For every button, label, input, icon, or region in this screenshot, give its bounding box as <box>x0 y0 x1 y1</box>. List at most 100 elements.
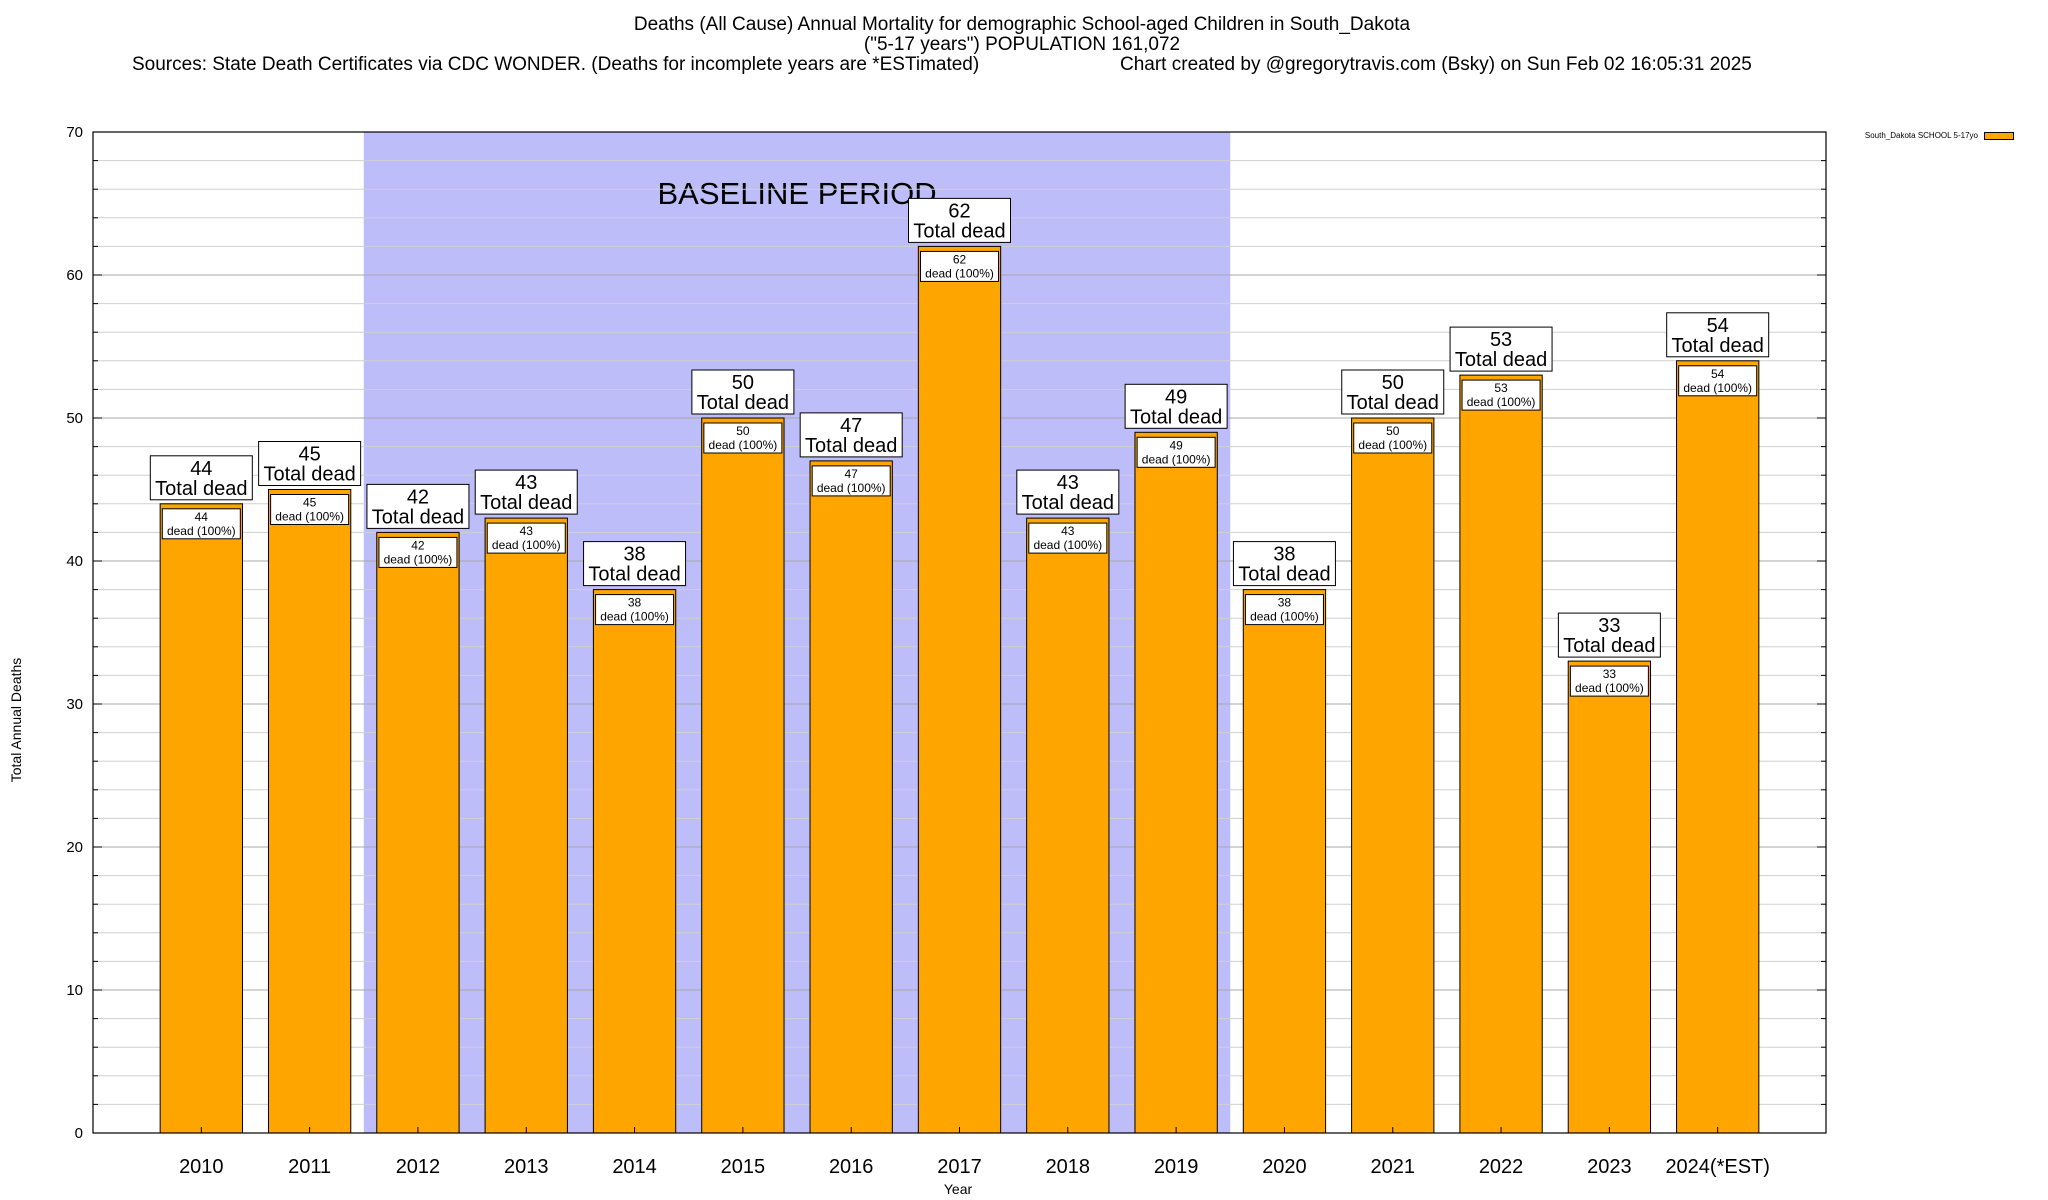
total-label-box <box>149 455 253 501</box>
bar <box>1459 374 1543 1134</box>
x-tick-label: 2017 <box>937 1156 982 1178</box>
inner-label-box <box>1569 665 1649 697</box>
x-tick-label: 2020 <box>1262 1156 1307 1178</box>
inner-percent-label: dead (100%) <box>1033 538 1102 552</box>
total-dead-label: Total dead <box>1347 392 1439 414</box>
total-value-label: 50 <box>1382 372 1404 394</box>
total-label-box <box>366 483 470 529</box>
total-value-label: 44 <box>190 458 212 480</box>
bar <box>484 517 568 1134</box>
inner-value-label: 45 <box>303 496 317 510</box>
inner-label-box <box>1461 379 1541 411</box>
inner-label-box <box>486 522 566 554</box>
baseline-period-label: BASELINE PERIOD <box>657 176 936 211</box>
total-dead-label: Total dead <box>263 464 355 486</box>
total-value-label: 49 <box>1165 386 1187 408</box>
total-dead-label: Total dead <box>588 564 680 586</box>
bar <box>917 245 1002 1134</box>
bar <box>376 531 460 1134</box>
total-label-box <box>691 369 795 415</box>
total-dead-label: Total dead <box>155 478 247 500</box>
total-label-box <box>1449 326 1553 372</box>
plot-frame <box>92 131 1827 1134</box>
y-tick-label: 70 <box>66 124 83 141</box>
x-tick-label: 2019 <box>1154 1156 1199 1178</box>
total-dead-label: Total dead <box>1238 564 1330 586</box>
bar <box>1676 360 1760 1134</box>
total-value-label: 47 <box>840 415 862 437</box>
x-tick-label: 2010 <box>179 1156 224 1178</box>
x-tick-label: 2024(*EST) <box>1665 1156 1770 1178</box>
total-label-box <box>799 412 903 458</box>
x-tick-label: 2018 <box>1046 1156 1091 1178</box>
inner-label-box <box>378 536 458 568</box>
inner-value-label: 50 <box>1386 424 1400 438</box>
bar <box>1567 660 1652 1134</box>
bar <box>1134 431 1218 1134</box>
inner-label-box <box>595 594 675 626</box>
x-tick-label: 2014 <box>612 1156 657 1178</box>
chart-title: Deaths (All Cause) Annual Mortality for … <box>633 14 1411 35</box>
y-tick-label: 60 <box>66 267 83 284</box>
total-label-box <box>1016 469 1120 515</box>
total-dead-label: Total dead <box>372 506 464 528</box>
inner-percent-label: dead (100%) <box>1358 438 1427 452</box>
inner-label-box <box>1028 522 1108 554</box>
total-dead-label: Total dead <box>1563 635 1655 657</box>
inner-label-box <box>703 422 783 454</box>
inner-percent-label: dead (100%) <box>817 481 886 495</box>
y-tick-label: 50 <box>66 410 83 427</box>
total-label-box <box>1557 612 1661 658</box>
y-tick-label: 10 <box>66 982 83 999</box>
inner-value-label: 49 <box>1169 438 1183 452</box>
inner-label-box <box>161 508 241 540</box>
total-value-label: 53 <box>1490 329 1512 351</box>
x-tick-label: 2023 <box>1587 1156 1632 1178</box>
inner-percent-label: dead (100%) <box>1142 452 1211 466</box>
bar <box>1026 517 1110 1134</box>
total-dead-label: Total dead <box>480 492 572 514</box>
x-tick-label: 2021 <box>1371 1156 1416 1178</box>
inner-label-box <box>920 250 999 282</box>
total-value-label: 43 <box>1057 472 1079 494</box>
inner-value-label: 53 <box>1494 381 1508 395</box>
total-dead-label: Total dead <box>913 220 1005 242</box>
bar <box>809 460 893 1134</box>
bar <box>1351 417 1435 1134</box>
inner-label-box <box>1244 594 1324 626</box>
total-label-box <box>1232 541 1336 587</box>
inner-percent-label: dead (100%) <box>600 610 669 624</box>
bar <box>592 589 677 1134</box>
total-dead-label: Total dead <box>1022 492 1114 514</box>
inner-percent-label: dead (100%) <box>925 266 994 280</box>
bar <box>701 417 785 1134</box>
inner-value-label: 50 <box>736 424 750 438</box>
total-value-label: 38 <box>1273 544 1295 566</box>
total-value-label: 54 <box>1707 315 1729 337</box>
inner-label-box <box>1136 436 1216 468</box>
inner-value-label: 54 <box>1711 367 1725 381</box>
inner-value-label: 62 <box>953 252 967 266</box>
total-label-box <box>908 197 1011 243</box>
total-label-box <box>1341 369 1445 415</box>
y-tick-label: 20 <box>66 839 83 856</box>
inner-value-label: 33 <box>1603 667 1617 681</box>
inner-percent-label: dead (100%) <box>709 438 778 452</box>
inner-percent-label: dead (100%) <box>1467 395 1536 409</box>
inner-value-label: 38 <box>1278 596 1292 610</box>
x-tick-label: 2016 <box>829 1156 874 1178</box>
bar <box>267 489 352 1134</box>
total-value-label: 45 <box>299 444 321 466</box>
inner-value-label: 38 <box>628 596 642 610</box>
inner-value-label: 43 <box>520 524 534 538</box>
total-value-label: 33 <box>1598 615 1620 637</box>
chart-sources: Sources: State Death Certificates via CD… <box>132 54 980 75</box>
inner-percent-label: dead (100%) <box>1683 381 1752 395</box>
chart-credit: Chart created by @gregorytravis.com (Bsk… <box>1120 54 1752 75</box>
x-axis-label: Year <box>943 1181 973 1197</box>
total-label-box <box>258 441 362 486</box>
total-value-label: 50 <box>732 372 754 394</box>
inner-value-label: 44 <box>195 510 209 524</box>
total-label-box <box>1666 312 1770 358</box>
